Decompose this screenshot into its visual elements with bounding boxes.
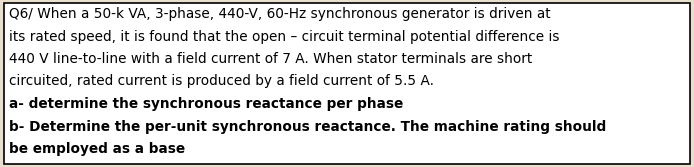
Text: its rated speed, it is found that the open – circuit terminal potential differen: its rated speed, it is found that the op…: [9, 30, 559, 43]
Text: circuited, rated current is produced by a field current of 5.5 A.: circuited, rated current is produced by …: [9, 74, 434, 89]
Text: be employed as a base: be employed as a base: [9, 142, 185, 156]
Text: 440 V line-to-line with a field current of 7 A. When stator terminals are short: 440 V line-to-line with a field current …: [9, 52, 532, 66]
Text: b- Determine the per-unit synchronous reactance. The machine rating should: b- Determine the per-unit synchronous re…: [9, 120, 607, 133]
Text: a- determine the synchronous reactance per phase: a- determine the synchronous reactance p…: [9, 97, 403, 111]
Text: Q6/ When a 50-k VA, 3-phase, 440-V, 60-Hz synchronous generator is driven at: Q6/ When a 50-k VA, 3-phase, 440-V, 60-H…: [9, 7, 550, 21]
